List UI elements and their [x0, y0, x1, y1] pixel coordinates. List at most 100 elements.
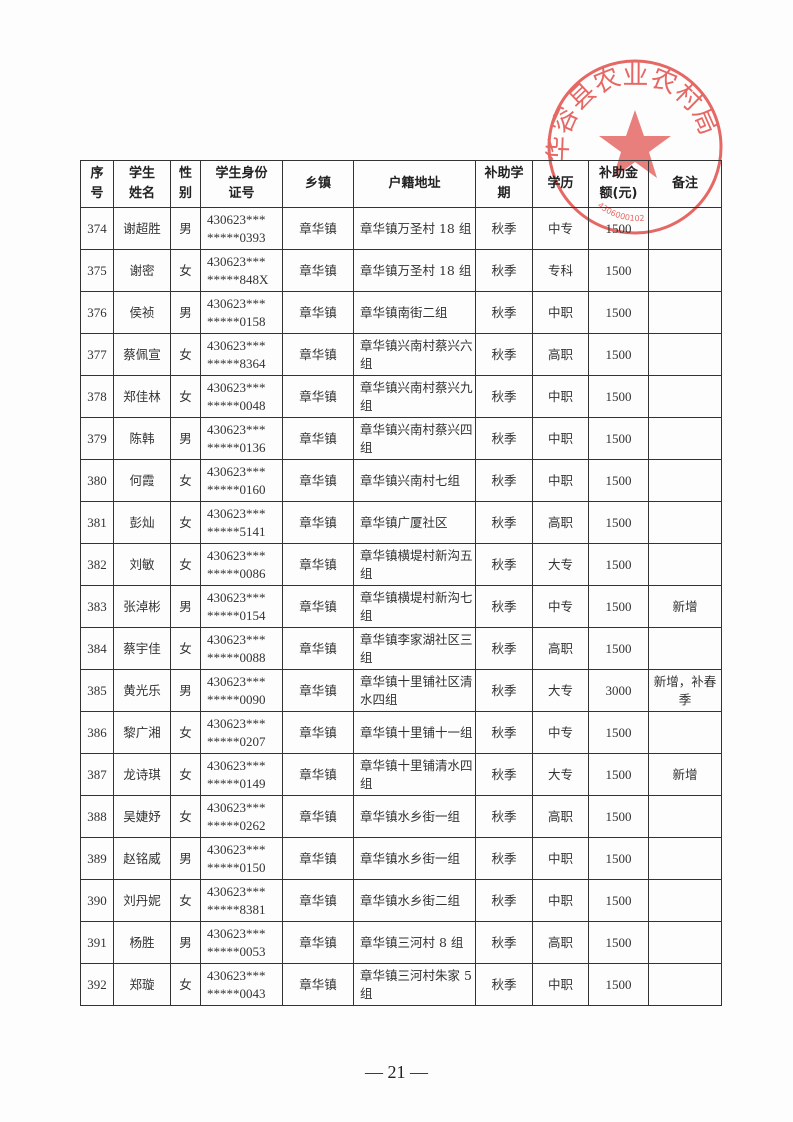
cell-addr: 章华镇万圣村 18 组	[353, 207, 476, 250]
id-part-1: 430623***	[207, 547, 266, 563]
cell-name: 吴婕妤	[113, 795, 171, 838]
cell-amount: 1500	[588, 963, 649, 1006]
cell-addr: 章华镇兴南村蔡兴九组	[353, 375, 476, 418]
header-text: 学生姓名	[128, 166, 155, 201]
table-row: 374 谢超胜男 430623*** *****0393 章华镇 章华镇万圣村 18 组秋…	[80, 207, 722, 250]
cell-amount: 1500	[588, 753, 649, 796]
cell-term: 秋季	[475, 669, 533, 712]
table-row: 381 彭灿女 430623*** *****5141 章华镇 章华镇广厦社区 秋季 高职 15…	[80, 501, 722, 544]
cell-no: 385	[80, 669, 114, 712]
id-part-1: 430623***	[207, 337, 266, 353]
cell-no: 381	[80, 501, 114, 544]
cell-no: 376	[80, 291, 114, 334]
header-text: 学历	[547, 176, 574, 191]
cell-addr: 章华镇广厦社区	[353, 501, 476, 544]
svg-text:华容县农业农村局: 华容县农业农村局	[544, 61, 724, 163]
id-part-2: *****0136	[207, 439, 266, 455]
cell-name: 何霞	[113, 459, 171, 502]
cell-addr: 章华镇李家湖社区三组	[353, 627, 476, 670]
cell-no: 377	[80, 333, 114, 376]
cell-town: 章华镇	[282, 375, 354, 418]
cell-town: 章华镇	[282, 417, 354, 460]
cell-note	[648, 501, 722, 544]
column-header-address: 户籍地址	[353, 160, 476, 208]
id-part-1: 430623***	[207, 925, 266, 941]
cell-edu: 中职	[532, 963, 589, 1006]
cell-name: 蔡佩宣	[113, 333, 171, 376]
cell-edu: 大专	[532, 543, 589, 586]
cell-note	[648, 459, 722, 502]
cell-town: 章华镇	[282, 795, 354, 838]
cell-addr: 章华镇三河村 8 组	[353, 921, 476, 964]
cell-sex: 女	[170, 795, 201, 838]
cell-id: 430623*** *****0160	[200, 459, 283, 502]
cell-addr: 章华镇万圣村 18 组	[353, 249, 476, 292]
id-part-1: 430623***	[207, 631, 266, 647]
cell-addr: 章华镇水乡街一组	[353, 795, 476, 838]
cell-id: 430623*** *****0086	[200, 543, 283, 586]
cell-term: 秋季	[475, 291, 533, 334]
cell-sex: 女	[170, 711, 201, 754]
cell-note: 新增	[648, 753, 722, 796]
cell-term: 秋季	[475, 417, 533, 460]
cell-amount: 1500	[588, 207, 649, 250]
cell-sex: 女	[170, 543, 201, 586]
cell-town: 章华镇	[282, 879, 354, 922]
cell-id: 430623*** *****8364	[200, 333, 283, 376]
cell-term: 秋季	[475, 837, 533, 880]
cell-name: 侯祯	[113, 291, 171, 334]
cell-addr: 章华镇水乡街一组	[353, 837, 476, 880]
cell-id: 430623*** *****0090	[200, 669, 283, 712]
cell-sex: 男	[170, 417, 201, 460]
cell-id: 430623*** *****0043	[200, 963, 283, 1006]
table-row: 380 何霞女 430623*** *****0160 章华镇 章华镇兴南村七组 秋季 中职 1…	[80, 459, 722, 502]
table-row: 383 张淖彬男 430623*** *****0154 章华镇 章华镇横堤村新沟七组 秋季…	[80, 585, 722, 628]
cell-no: 384	[80, 627, 114, 670]
column-header-no: 序号	[80, 160, 114, 208]
table-row: 385 黄光乐男 430623*** *****0090 章华镇 章华镇十里铺社区清水四组…	[80, 669, 722, 712]
cell-name: 黄光乐	[113, 669, 171, 712]
id-part-1: 430623***	[207, 757, 266, 773]
cell-note	[648, 879, 722, 922]
cell-amount: 1500	[588, 837, 649, 880]
cell-note	[648, 711, 722, 754]
id-part-1: 430623***	[207, 505, 266, 521]
cell-note: 新增	[648, 585, 722, 628]
cell-sex: 男	[170, 837, 201, 880]
cell-edu: 专科	[532, 249, 589, 292]
cell-sex: 女	[170, 501, 201, 544]
id-part-2: *****0160	[207, 481, 266, 497]
cell-note: 新增，补春季	[648, 669, 722, 712]
cell-amount: 1500	[588, 291, 649, 334]
cell-note	[648, 333, 722, 376]
cell-edu: 中职	[532, 375, 589, 418]
cell-id: 430623*** *****0149	[200, 753, 283, 796]
cell-name: 谢超胜	[113, 207, 171, 250]
cell-addr: 章华镇兴南村蔡兴六组	[353, 333, 476, 376]
id-part-2: *****8364	[207, 355, 266, 371]
cell-note	[648, 543, 722, 586]
cell-term: 秋季	[475, 711, 533, 754]
cell-town: 章华镇	[282, 627, 354, 670]
cell-amount: 1500	[588, 249, 649, 292]
id-part-1: 430623***	[207, 715, 266, 731]
cell-no: 387	[80, 753, 114, 796]
cell-no: 375	[80, 249, 114, 292]
cell-town: 章华镇	[282, 669, 354, 712]
header-text: 补助金额(元)	[598, 166, 638, 201]
table-row: 387 龙诗琪女 430623*** *****0149 章华镇 章华镇十里铺清水四组 秋季…	[80, 753, 722, 796]
cell-term: 秋季	[475, 333, 533, 376]
cell-addr: 章华镇三河村朱家 5 组	[353, 963, 476, 1006]
cell-no: 379	[80, 417, 114, 460]
cell-id: 430623*** *****0154	[200, 585, 283, 628]
column-header-name: 学生姓名	[113, 160, 171, 208]
cell-town: 章华镇	[282, 711, 354, 754]
cell-town: 章华镇	[282, 585, 354, 628]
cell-name: 龙诗琪	[113, 753, 171, 796]
cell-term: 秋季	[475, 543, 533, 586]
cell-no: 390	[80, 879, 114, 922]
cell-amount: 1500	[588, 375, 649, 418]
cell-id: 430623*** *****0150	[200, 837, 283, 880]
cell-id: 430623*** *****0393	[200, 207, 283, 250]
cell-town: 章华镇	[282, 459, 354, 502]
